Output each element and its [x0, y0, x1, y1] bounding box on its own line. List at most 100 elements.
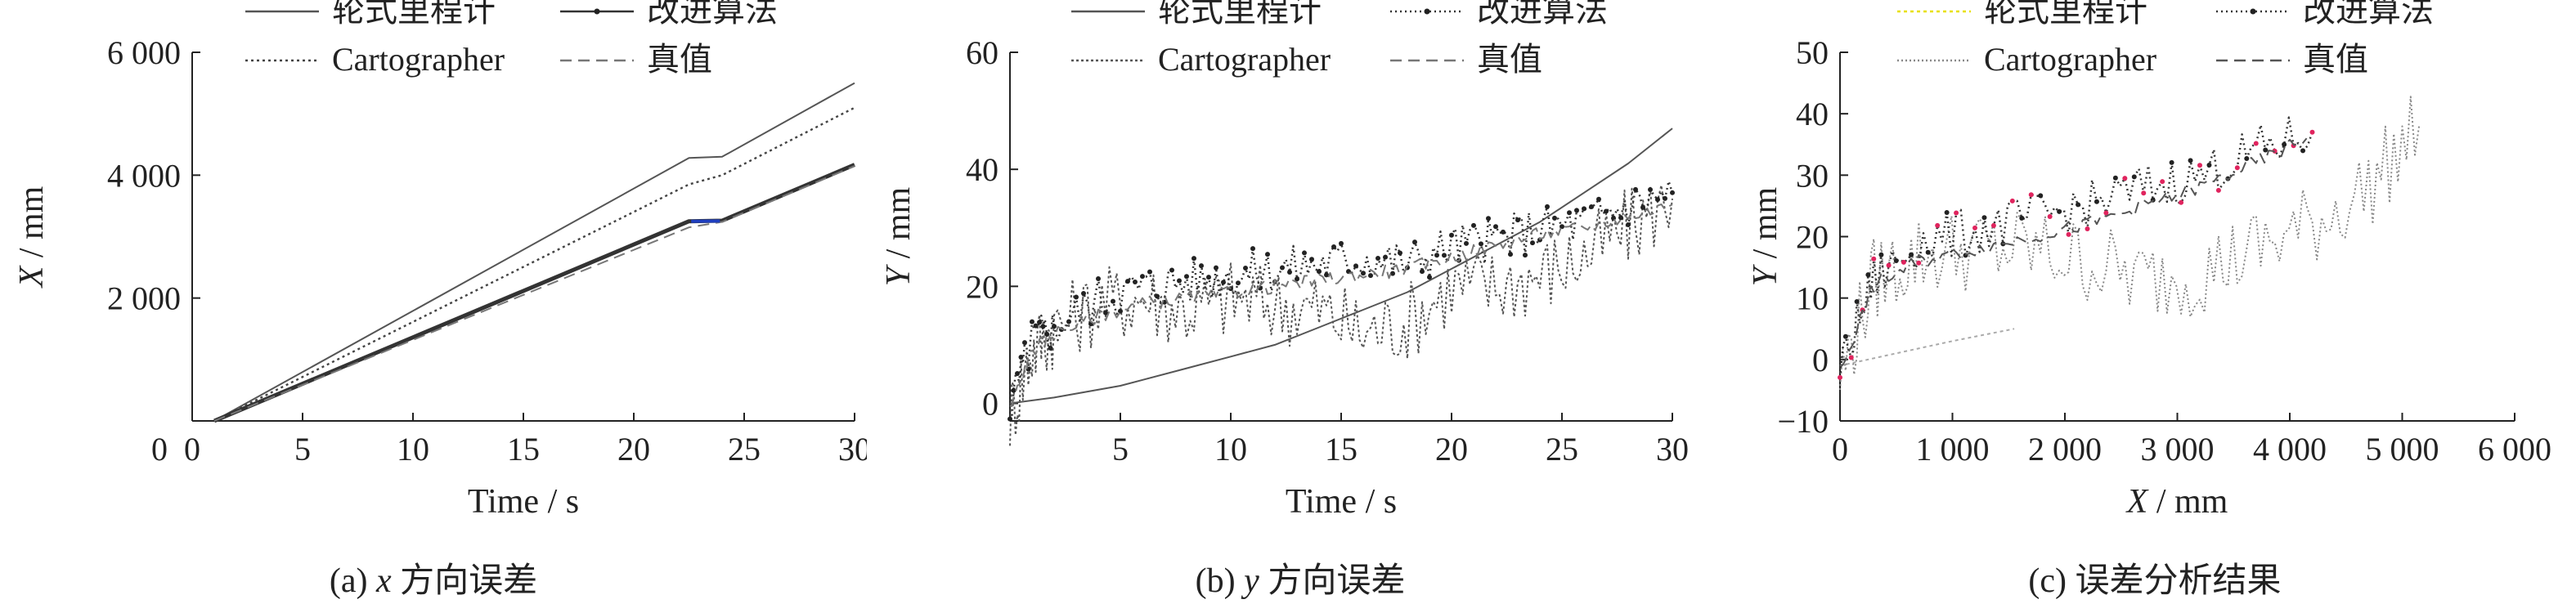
caption-y-error: (b) y 方向误差	[1195, 562, 1406, 600]
x-tick-label: 3 000	[2141, 431, 2215, 468]
legend-marker-improved	[2250, 8, 2256, 15]
series-point-improved	[1169, 267, 1174, 273]
series-point-improved	[1324, 272, 1329, 278]
series-point-improved	[1040, 324, 1046, 329]
series-point-improved	[1368, 273, 1373, 279]
series-point-improved	[1916, 260, 1922, 266]
series-point-improved	[1096, 276, 1101, 282]
x-tick-label: 25	[1546, 431, 1578, 468]
series-point-improved	[2141, 190, 2147, 196]
series-point-improved	[2234, 165, 2240, 171]
series-point-improved	[1471, 222, 1476, 228]
series-point-improved	[2160, 179, 2165, 185]
series-point-improved	[1011, 387, 1016, 393]
series-point-improved	[1515, 217, 1520, 223]
series-point-improved	[1111, 298, 1115, 304]
series-point-improved	[2206, 162, 2212, 168]
series-point-improved	[2076, 202, 2081, 208]
series-line-truth	[213, 165, 855, 422]
x-tick-label: 6 000	[2478, 431, 2551, 468]
legend-marker-improved	[594, 8, 600, 15]
y-tick-label: 20	[1796, 219, 1829, 256]
series-point-improved	[1944, 209, 1950, 215]
series-point-improved	[2197, 163, 2202, 168]
series-point-improved	[1317, 269, 1322, 275]
chart-panel-y-error: 5 10 15 20 25 30 0 20 40 60 Time / s Y / mm 轮式里程计 改进算…	[867, 0, 1734, 604]
series-point-improved	[1074, 294, 1079, 300]
series-point-improved	[1048, 345, 1053, 351]
series-point-improved	[1972, 225, 1977, 230]
series-point-improved	[1081, 291, 1086, 297]
series-point-improved	[1842, 333, 1848, 339]
series-line-carto	[213, 106, 855, 423]
series-point-improved	[2131, 174, 2137, 180]
series-point-improved	[1044, 331, 1049, 337]
series-point-improved	[1206, 275, 1211, 280]
y-tick-label: 60	[966, 34, 999, 71]
series-point-improved	[1243, 265, 1248, 271]
series-point-improved	[1287, 269, 1292, 275]
series-point-improved	[1604, 208, 1609, 214]
legend-label-truth: 真值	[1477, 41, 1542, 78]
y-tick-label: 20	[966, 268, 999, 305]
x-tick-label: 1 000	[1916, 431, 1990, 468]
chart-x-error: 0 5 10 15 20 25 30 0 2 000 4 000 6 000 Time / s X / …	[13, 0, 867, 521]
legend-label-truth: 真值	[2303, 41, 2368, 78]
series-point-improved	[1501, 229, 1506, 235]
series-point-improved	[1250, 246, 1255, 252]
series-point-improved	[1383, 254, 1388, 260]
series-point-improved	[1530, 240, 1535, 246]
series-point-improved	[1434, 253, 1439, 258]
series-line-carto	[1009, 184, 1673, 446]
series-point-improved	[1901, 259, 1906, 265]
series-line-truth	[1839, 137, 2308, 367]
legend-label-improved: 改进算法	[647, 0, 778, 29]
series-line-wheel	[213, 82, 855, 422]
x-tick-label: 25	[728, 431, 761, 468]
series-point-improved	[2085, 226, 2090, 231]
x-tick-label: 20	[617, 431, 650, 468]
y-tick-label: 40	[966, 151, 999, 188]
y-tick-label: 10	[1796, 280, 1829, 317]
series-line-improved	[1009, 180, 1674, 420]
series-point-improved	[1331, 244, 1336, 249]
series-point-improved	[1390, 271, 1395, 276]
x-tick-label: 15	[1325, 431, 1358, 468]
series-point-improved	[2038, 193, 2044, 199]
series-point-improved	[1361, 271, 1366, 276]
series-point-improved	[1018, 354, 1024, 360]
x-tick-label: 0	[184, 431, 200, 468]
series-point-improved	[1214, 265, 1218, 271]
series-point-improved	[1412, 239, 1417, 245]
x-tick-label: 4 000	[2253, 431, 2327, 468]
legend-label-truth: 真值	[647, 41, 712, 78]
series-point-improved	[2047, 214, 2053, 220]
series-point-improved	[1545, 204, 1550, 209]
chart-panel-x-error: 0 5 10 15 20 25 30 0 2 000 4 000 6 000 Time / s X / …	[0, 0, 867, 604]
x-axis-label: X / mm	[2125, 483, 2228, 521]
series-point-improved	[1464, 240, 1469, 246]
series-line-wheel	[1839, 328, 2015, 367]
series-point-improved	[2066, 231, 2071, 237]
series-point-improved	[2244, 156, 2250, 162]
series-point-improved	[2282, 141, 2287, 147]
series-point-improved	[1523, 253, 1528, 258]
series-point-improved	[1596, 196, 1601, 202]
series-point-improved	[2169, 159, 2174, 165]
y-tick-label: −10	[1777, 403, 1829, 440]
series-point-improved	[1954, 210, 1959, 216]
legend-label-improved: 改进算法	[2303, 0, 2434, 29]
series-point-improved	[1030, 319, 1034, 324]
series-point-improved	[1633, 186, 1638, 192]
series-point-improved	[1177, 278, 1182, 284]
series-point-improved	[1015, 370, 1020, 376]
series-point-improved	[1066, 319, 1071, 324]
legend-label-improved: 改进算法	[1477, 0, 1608, 29]
caption-error-analysis: (c) 误差分析结果	[2028, 562, 2282, 600]
series-point-improved	[1125, 279, 1130, 284]
series-point-improved	[2028, 192, 2034, 198]
series-point-improved	[2112, 175, 2118, 181]
series-point-improved	[1886, 262, 1892, 268]
series-point-improved	[1008, 416, 1012, 422]
